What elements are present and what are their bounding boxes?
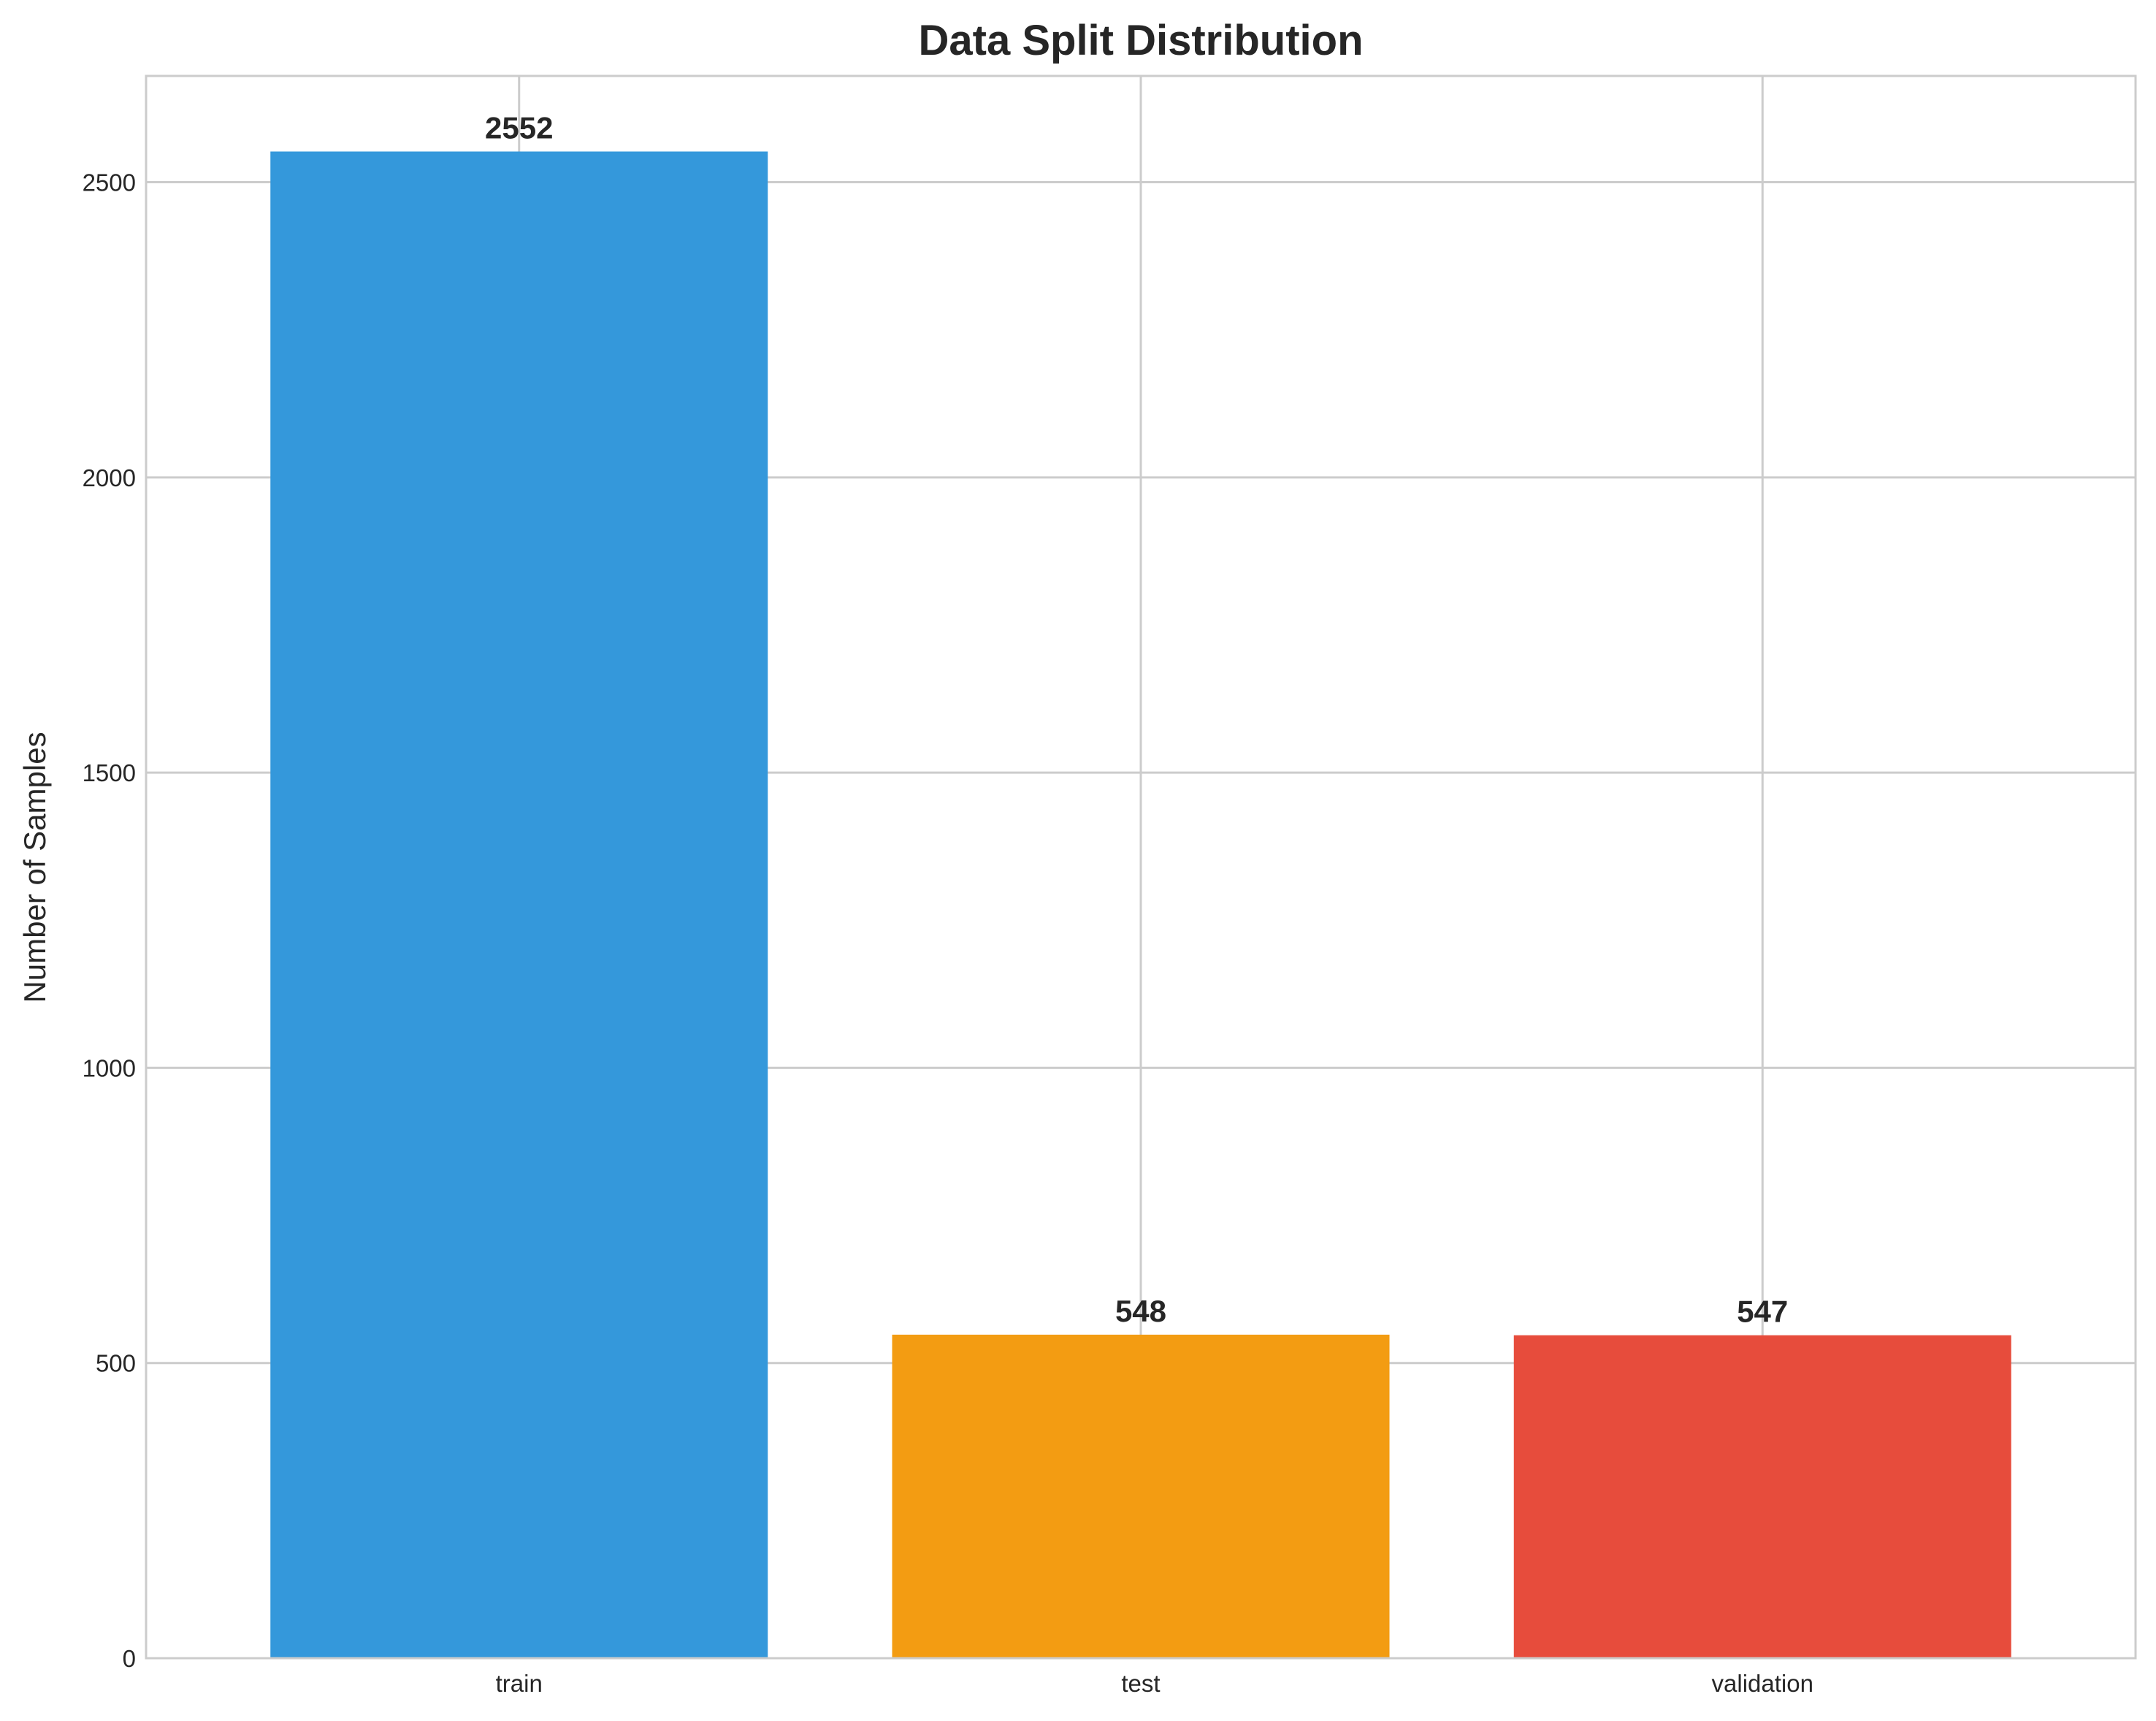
y-tick-label-0: 0 [123,1645,136,1672]
x-tick-labels: train test validation [496,1670,1813,1697]
bar-validation [1513,1335,2011,1658]
bar-train [270,151,768,1658]
y-tick-label-5: 2500 [83,169,136,196]
bars-group [270,151,2011,1658]
data-labels-group: 2552 548 547 [485,110,1788,1328]
y-tick-label-4: 2000 [83,464,136,491]
y-tick-label-3: 1500 [83,759,136,786]
y-axis-label: Number of Samples [18,732,52,1003]
chart-title: Data Split Distribution [919,17,1364,64]
plot-frame [145,74,2137,1660]
bar-test [892,1334,1390,1658]
y-tick-label-2: 1000 [83,1054,136,1081]
x-tick-label-test: test [1121,1670,1160,1697]
y-tick-labels: 0 500 1000 1500 2000 2500 [83,169,136,1672]
data-label-test: 548 [1115,1294,1166,1328]
x-tick-label-train: train [496,1670,543,1697]
data-label-validation: 547 [1737,1295,1788,1329]
y-tick-label-1: 500 [96,1350,136,1377]
x-tick-label-validation: validation [1712,1670,1813,1697]
data-label-train: 2552 [485,110,553,145]
